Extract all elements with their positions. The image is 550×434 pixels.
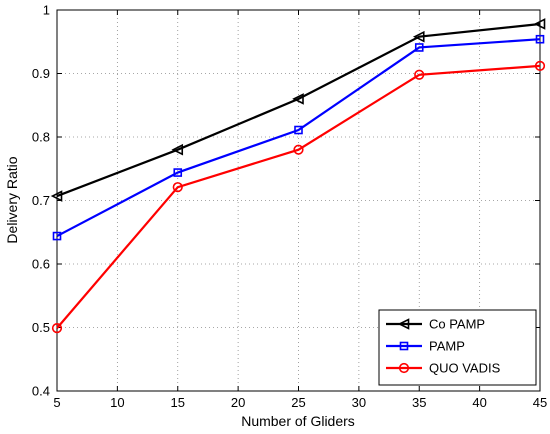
data-point-marker [412, 30, 425, 43]
legend-entry: Co PAMP [386, 317, 485, 332]
x-tick-label: 15 [171, 395, 185, 410]
series-co-pamp [50, 18, 546, 202]
data-point-marker [294, 125, 303, 135]
data-point-marker [414, 69, 425, 80]
x-tick-label: 10 [110, 395, 124, 410]
series-line [56, 38, 541, 238]
legend-label: QUO VADIS [429, 361, 501, 376]
y-tick-label: 0.7 [32, 193, 50, 208]
y-tick-label: 0.8 [32, 130, 50, 145]
x-tick-label: 5 [53, 395, 60, 410]
legend-label: Co PAMP [429, 317, 485, 332]
x-axis-label: Number of Gliders [241, 413, 355, 429]
y-tick-label: 0.6 [32, 257, 50, 272]
legend-label: PAMP [429, 339, 465, 354]
series-quo-vadis [51, 60, 546, 334]
data-point-marker [293, 144, 304, 155]
x-tick-label: 20 [231, 395, 245, 410]
legend-entry: PAMP [386, 339, 465, 354]
data-point-marker [292, 93, 304, 105]
data-point-marker [172, 182, 183, 193]
x-tick-label: 25 [291, 395, 305, 410]
ticks: 5 10 15 20 25 30 35 40 45 0.4 0.5 0.6 0.7 0.8 0.9 1 [32, 3, 547, 411]
x-tick-label: 30 [352, 395, 366, 410]
y-tick-label: 0.4 [32, 384, 50, 399]
y-tick-label: 0.5 [32, 320, 50, 335]
series-line [56, 22, 541, 198]
x-tick-label: 45 [533, 395, 547, 410]
data-point-marker [50, 190, 63, 202]
data-point-marker [398, 362, 410, 374]
series-line [56, 64, 541, 329]
data-point-marker [414, 43, 424, 52]
data-point-marker [173, 168, 183, 177]
data-point-marker [535, 34, 545, 44]
data-point-marker [171, 143, 184, 156]
y-tick-label: 1 [43, 3, 50, 18]
data-point-marker [533, 18, 546, 30]
y-axis-label: Delivery Ratio [4, 156, 20, 243]
data-point-marker [51, 323, 63, 334]
x-tick-label: 35 [412, 395, 426, 410]
series-pamp [52, 34, 545, 241]
data-point-marker [399, 341, 409, 351]
grid-lines [57, 10, 540, 391]
legend-entry: QUO VADIS [386, 361, 501, 376]
data-series [50, 18, 546, 334]
data-point-marker [52, 231, 62, 241]
legend: Co PAMP PAMP QUO VADIS [378, 309, 537, 386]
y-tick-label: 0.9 [32, 66, 50, 81]
data-point-marker [534, 60, 546, 71]
x-tick-label: 40 [472, 395, 486, 410]
data-point-marker [397, 318, 410, 330]
